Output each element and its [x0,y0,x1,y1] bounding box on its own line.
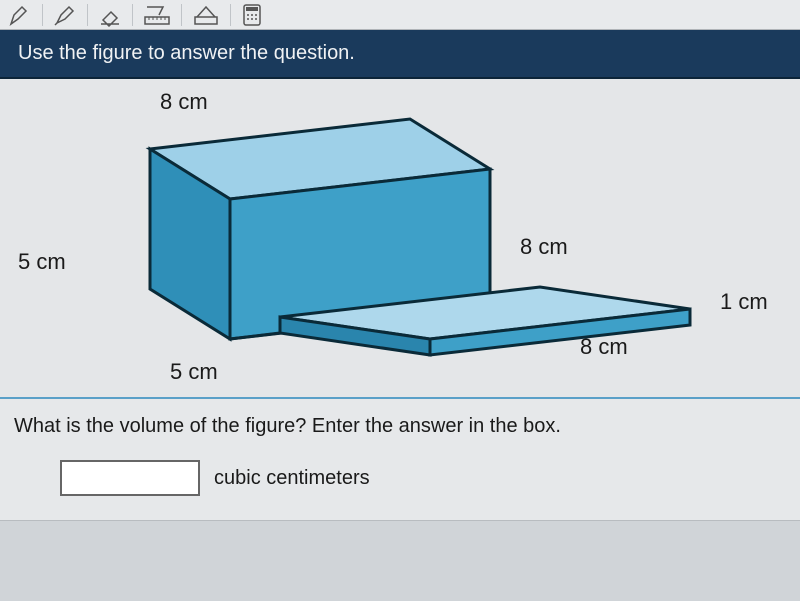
ruler-icon[interactable] [143,3,171,27]
dim-label-slab-front-8cm: 8 cm [580,334,628,360]
question-text: What is the volume of the figure? Enter … [14,415,561,437]
highlighter-icon[interactable] [53,3,77,27]
toolbar-separator [42,4,43,26]
pen-icon[interactable] [8,3,32,27]
dim-label-left-5cm: 5 cm [18,249,66,275]
toolbar-separator [181,4,182,26]
answer-row: cubic centimeters [0,448,800,521]
composite-solid-figure [50,89,750,389]
bottom-spacer [0,521,800,601]
banner-text: Use the figure to answer the question. [18,42,355,64]
toolbar-separator [87,4,88,26]
eraser-icon[interactable] [98,3,122,27]
answer-input[interactable] [60,460,200,496]
dim-label-slab-top-8cm: 8 cm [520,234,568,260]
toolbar-separator [132,4,133,26]
question-text-row: What is the volume of the figure? Enter … [0,399,800,448]
protractor-icon[interactable] [192,3,220,27]
figure-area: 8 cm 5 cm 5 cm 8 cm 8 cm 1 cm [0,79,800,399]
dim-label-slab-height-1cm: 1 cm [720,289,768,315]
toolbar-separator [230,4,231,26]
toolbar [0,0,800,30]
dim-label-top-8cm: 8 cm [160,89,208,115]
calculator-icon[interactable] [241,3,263,27]
unit-label: cubic centimeters [214,467,370,490]
instruction-banner: Use the figure to answer the question. [0,30,800,79]
dim-label-bottom-5cm: 5 cm [170,359,218,385]
